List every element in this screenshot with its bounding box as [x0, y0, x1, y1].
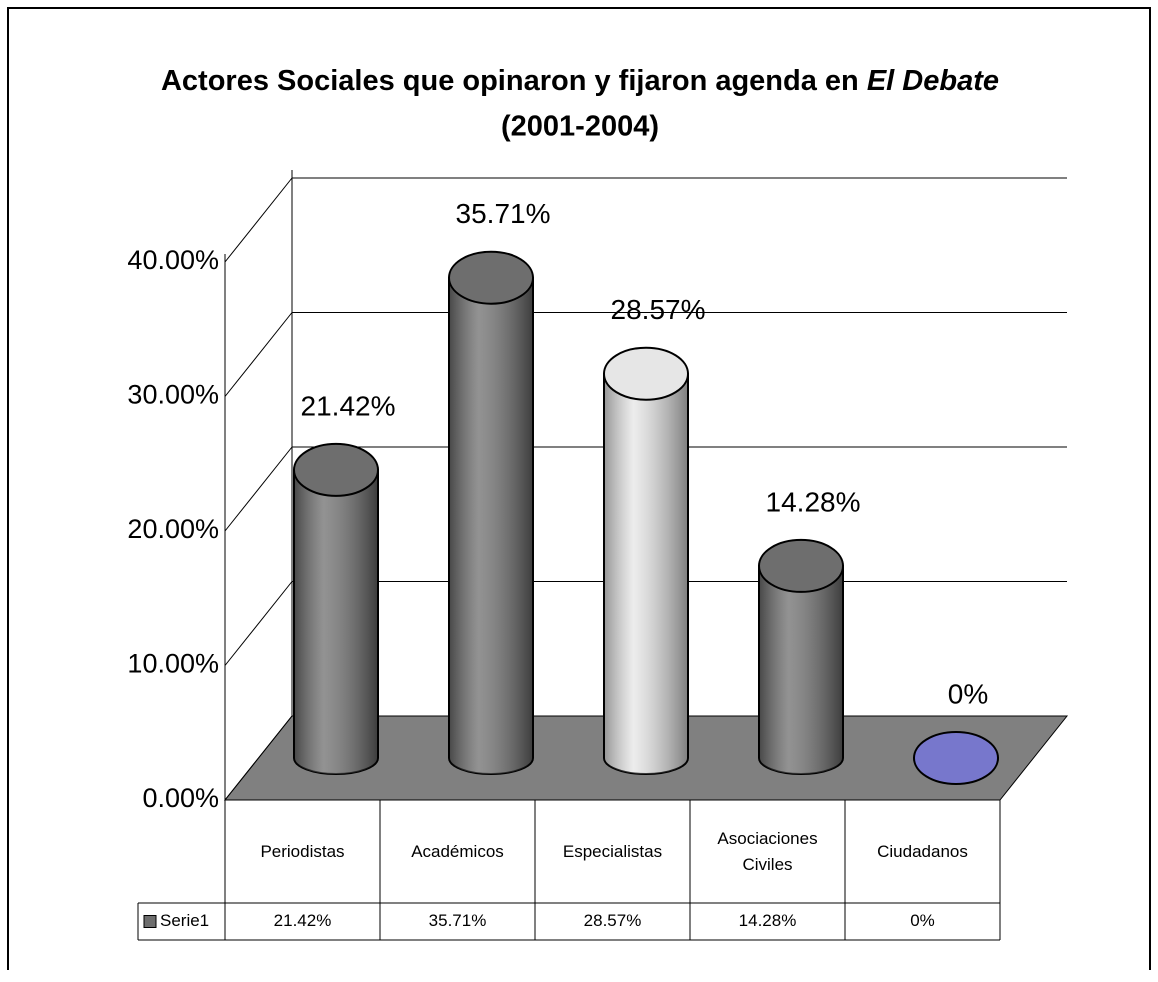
table-value: 0%: [910, 911, 935, 930]
bar-shade: [759, 565, 843, 774]
category-cell: Especialistas: [562, 841, 663, 861]
side-grid-line: [224, 581, 293, 666]
category-cell: Ciudadanos: [877, 841, 968, 861]
x-tick-label: Académicos: [411, 841, 504, 861]
bar-top: [758, 538, 844, 593]
y-tick-label: 20.00%: [127, 514, 219, 544]
bar: [758, 538, 844, 775]
data-label: 21.42%: [301, 390, 396, 421]
table-value: 35.71%: [429, 911, 487, 930]
chart-border: [7, 7, 1151, 970]
table-value: 28.57%: [584, 911, 642, 930]
y-tick-label: 40.00%: [127, 245, 219, 275]
bar-top: [293, 442, 379, 497]
data-label: 28.57%: [611, 294, 706, 325]
data-label: 14.28%: [766, 486, 861, 517]
x-tick-label: Periodistas: [260, 841, 345, 861]
legend-label: Serie1: [160, 911, 209, 930]
side-grid-line: [224, 446, 293, 532]
table-value: 21.42%: [274, 911, 332, 930]
side-grid-line: [224, 715, 293, 801]
title-text: Actores Sociales que opinaron y fijaron …: [161, 65, 859, 97]
y-tick-label: 10.00%: [127, 649, 219, 679]
bar-shade: [449, 277, 533, 774]
bar: [293, 442, 379, 775]
table-value: 14.28%: [739, 911, 797, 930]
chart-title: Actores Sociales que opinaron y fijaron …: [161, 65, 999, 97]
x-tick-label: Asociaciones Civiles: [717, 829, 818, 874]
x-tick-label: Ciudadanos: [877, 841, 968, 861]
bar-shade: [294, 469, 378, 774]
y-tick-label: 30.00%: [127, 380, 219, 410]
bar-top: [913, 731, 999, 785]
bar: [912, 731, 1000, 785]
data-label: 35.71%: [456, 198, 551, 229]
title-emphasis: El Debate: [867, 65, 999, 97]
bar-top: [448, 250, 534, 305]
y-tick-label: 0.00%: [142, 783, 219, 813]
chart-subtitle: (2001-2004): [501, 111, 659, 143]
category-cell: Asociaciones Civiles: [717, 829, 818, 874]
bar: [448, 250, 534, 775]
bar-top: [603, 346, 689, 401]
side-grid-line: [224, 312, 293, 397]
bar-shade: [604, 373, 688, 774]
x-tick-label: Especialistas: [562, 841, 663, 861]
category-cell: Periodistas: [260, 841, 345, 861]
data-label: 0%: [948, 678, 988, 709]
legend-swatch: [143, 915, 157, 928]
bar: [603, 346, 689, 775]
side-grid-line: [224, 177, 293, 263]
category-cell: Académicos: [411, 841, 504, 861]
